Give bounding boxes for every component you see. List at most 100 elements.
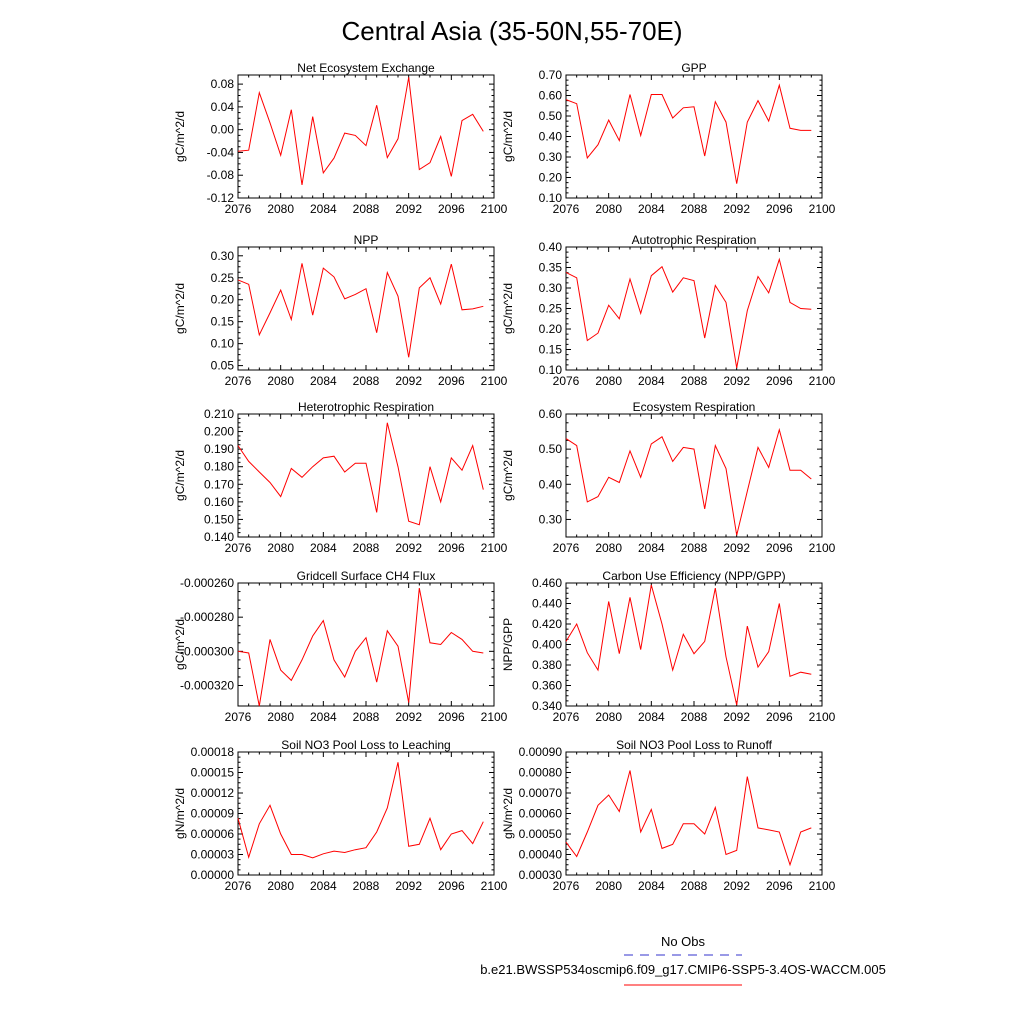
x-tick-label: 2076 [553, 202, 580, 216]
y-tick-label: 0.35 [539, 261, 563, 275]
plot-frame [565, 74, 823, 199]
panel-3: NPP 0.05 0.10 0.15 0.20 0.25 0.30 2076 2080 2084 2… [173, 233, 508, 388]
x-tick-label: 2080 [267, 202, 294, 216]
x-tick-label: 2080 [267, 374, 294, 388]
x-tick-label: 2100 [809, 374, 836, 388]
x-tick-label: 2084 [638, 710, 665, 724]
x-tick-label: 2100 [809, 541, 836, 555]
x-tick-label: 2084 [310, 374, 337, 388]
y-tick-label: 0.400 [532, 638, 562, 652]
y-tick-label: 0.30 [539, 512, 563, 526]
panel-title: GPP [681, 61, 706, 75]
x-tick-label: 2092 [723, 879, 750, 893]
figure-title: Central Asia (35-50N,55-70E) [341, 16, 682, 46]
x-tick-label: 2076 [225, 879, 252, 893]
series-line [565, 584, 812, 706]
panel-10: Soil NO3 Pool Loss to Runoff 0.00030 0.000… [501, 738, 836, 893]
panel-7: Gridcell Surface CH4 Flux -0.000320 -0.000… [173, 569, 508, 724]
panel-title: Heterotrophic Respiration [298, 400, 434, 414]
panel-title: Net Ecosystem Exchange [297, 61, 435, 75]
y-tick-label: 0.340 [532, 699, 562, 713]
y-tick-label: 0.360 [532, 679, 562, 693]
panel-title: Soil NO3 Pool Loss to Leaching [281, 738, 450, 752]
panel-title: Carbon Use Efficiency (NPP/GPP) [602, 569, 785, 583]
y-tick-label: 0.20 [211, 293, 235, 307]
y-tick-label: 0.04 [211, 100, 235, 114]
x-tick-label: 2088 [353, 202, 380, 216]
y-tick-label: 0.60 [539, 407, 563, 421]
y-tick-label: 0.00070 [519, 786, 563, 800]
x-tick-label: 2076 [553, 879, 580, 893]
x-tick-label: 2096 [766, 710, 793, 724]
y-tick-label: 0.460 [532, 576, 562, 590]
y-tick-label: 0.420 [532, 617, 562, 631]
x-tick-label: 2076 [225, 374, 252, 388]
y-axis-label: gC/m^2/d [173, 619, 187, 670]
x-tick-label: 2092 [723, 541, 750, 555]
y-tick-label: 0.440 [532, 597, 562, 611]
panel-1: Net Ecosystem Exchange -0.12 -0.08 -0.04 0.0… [173, 61, 508, 216]
y-tick-label: 0.40 [539, 240, 563, 254]
x-tick-label: 2076 [225, 202, 252, 216]
y-tick-label: 0.15 [211, 315, 235, 329]
y-tick-label: 0.150 [204, 512, 234, 526]
y-tick-label: 0.30 [539, 281, 563, 295]
x-tick-label: 2100 [481, 710, 508, 724]
plot-frame [565, 582, 823, 707]
panel-9: Soil NO3 Pool Loss to Leaching 0.00000 0.0… [173, 738, 508, 893]
y-tick-label: 0.190 [204, 442, 234, 456]
panel-title: Soil NO3 Pool Loss to Runoff [616, 738, 773, 752]
y-tick-label: 0.25 [211, 271, 235, 285]
x-tick-label: 2096 [766, 202, 793, 216]
y-tick-label: 0.05 [211, 359, 235, 373]
y-tick-label: 0.00012 [191, 786, 235, 800]
panel-grid: Net Ecosystem Exchange -0.12 -0.08 -0.04 0.0… [173, 61, 836, 893]
plot-frame [237, 413, 495, 538]
x-tick-label: 2096 [438, 541, 465, 555]
x-tick-label: 2092 [395, 879, 422, 893]
y-tick-label: 0.00 [211, 123, 235, 137]
panel-title: Autotrophic Respiration [632, 233, 757, 247]
series-line [237, 588, 484, 707]
panel-title: NPP [354, 233, 379, 247]
x-tick-label: 2084 [310, 202, 337, 216]
panel-5: Heterotrophic Respiration 0.140 0.150 0.160… [173, 400, 508, 555]
y-tick-label: 0.00018 [191, 745, 235, 759]
y-tick-label: 0.00030 [519, 868, 563, 882]
y-tick-label: 0.180 [204, 460, 234, 474]
legend: No Obs b.e21.BWSSP534oscmip6.f09_g17.CMI… [480, 934, 886, 986]
y-tick-label: 0.70 [539, 68, 563, 82]
series-line [237, 77, 484, 185]
y-tick-label: 0.00080 [519, 766, 563, 780]
x-tick-label: 2080 [595, 879, 622, 893]
y-tick-label: 0.00000 [191, 868, 235, 882]
x-tick-label: 2100 [809, 710, 836, 724]
y-tick-label: 0.25 [539, 302, 563, 316]
x-tick-label: 2080 [595, 202, 622, 216]
y-tick-label: 0.30 [211, 249, 235, 263]
y-tick-label: 0.40 [539, 130, 563, 144]
plot-frame [237, 582, 495, 707]
x-tick-label: 2084 [638, 202, 665, 216]
x-tick-label: 2092 [395, 374, 422, 388]
y-axis-label: gC/m^2/d [173, 450, 187, 501]
plot-frame [565, 246, 823, 371]
x-tick-label: 2084 [638, 879, 665, 893]
series-line [237, 263, 484, 358]
x-tick-label: 2096 [766, 541, 793, 555]
y-tick-label: 0.10 [211, 337, 235, 351]
panel-title: Ecosystem Respiration [633, 400, 756, 414]
x-tick-label: 2096 [766, 374, 793, 388]
panel-6: Ecosystem Respiration 0.30 0.40 0.50 0.60 207… [501, 400, 836, 555]
y-axis-label: gC/m^2/d [501, 450, 515, 501]
series-line [565, 83, 812, 184]
series-line [237, 422, 484, 526]
x-tick-label: 2088 [353, 541, 380, 555]
y-axis-label: gC/m^2/d [173, 283, 187, 334]
y-tick-label: 0.40 [539, 477, 563, 491]
y-tick-label: 0.20 [539, 322, 563, 336]
panel-title: Gridcell Surface CH4 Flux [297, 569, 436, 583]
y-tick-label: 0.00006 [191, 827, 235, 841]
y-tick-label: 0.00060 [519, 807, 563, 821]
